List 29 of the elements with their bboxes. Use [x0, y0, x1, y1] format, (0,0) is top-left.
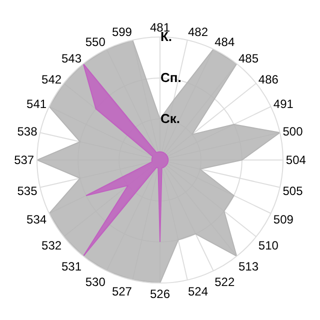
spoke-label: 482 — [188, 24, 208, 39]
spoke-label: 537 — [14, 153, 34, 168]
spoke-label: 532 — [42, 238, 62, 252]
spoke-label: 535 — [17, 184, 38, 198]
spoke-label: 513 — [238, 259, 259, 274]
spoke-label: 500 — [282, 124, 304, 139]
spoke-label: 530 — [85, 275, 106, 290]
spoke-label: 509 — [273, 212, 294, 227]
spoke-label: 504 — [286, 153, 306, 168]
spoke-label: 534 — [26, 212, 47, 227]
spoke-label: 485 — [238, 51, 259, 66]
y-tick-label: Ск. — [160, 111, 180, 126]
spoke-label: 486 — [258, 72, 279, 86]
spoke-label: 543 — [61, 51, 82, 66]
spoke-label: 538 — [17, 124, 38, 139]
spoke-label: 484 — [214, 35, 235, 50]
spoke-label: 541 — [26, 97, 47, 112]
spoke-label: 599 — [112, 24, 132, 39]
spoke-label: 491 — [273, 97, 294, 112]
spoke-label: 522 — [214, 275, 235, 290]
spoke-label: 505 — [282, 184, 304, 198]
spoke-label: 550 — [85, 35, 106, 50]
spoke-label: 542 — [42, 72, 62, 86]
spoke-label: 527 — [112, 284, 132, 298]
spoke-label: 510 — [258, 238, 279, 252]
y-tick-label: Сп. — [160, 70, 182, 86]
spoke-label: 526 — [150, 286, 170, 301]
spoke-label: 531 — [61, 259, 82, 274]
spoke-label: 524 — [188, 284, 208, 298]
